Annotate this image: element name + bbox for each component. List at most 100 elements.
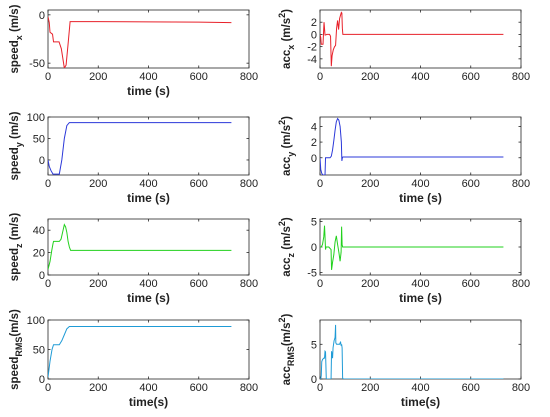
x-tick-label: 0 [317,178,323,190]
x-axis-label: time(s) [129,395,168,409]
axes-frame [47,116,250,176]
x-tick-label: 400 [411,178,429,190]
subplot-3: 0 200 400 600 800 0 50 100 time (s) speedy (m/s) [9,111,258,205]
x-tick-label: 800 [512,178,530,190]
x-tick-label: 200 [89,71,107,83]
axes-frame [319,9,522,69]
axes-frame [319,319,522,380]
x-tick-label: 600 [190,382,208,394]
y-tick-label: 2 [311,17,317,29]
x-tick-label: 800 [240,382,258,394]
x-tick-label: 600 [462,178,480,190]
x-tick-label: 600 [190,178,208,190]
y-tick-label: 5 [311,217,317,229]
x-tick-label: 800 [240,178,258,190]
y-axis-label: accx (m/s2) [277,9,296,69]
subplot-4: 0 200 400 600 800 0 2 4 time (s) accy (m/s2) [277,116,530,205]
y-tick-label: 100 [27,112,45,124]
series-line [320,324,504,379]
x-tick-label: 0 [317,278,323,290]
y-axis-label: accRMS(m/s2) [277,313,296,385]
x-tick-label: 0 [45,71,51,83]
x-tick-label: 200 [361,178,379,190]
axes-frame [47,319,250,380]
y-tick-label: 0 [39,155,45,167]
y-tick-label: 100 [27,315,45,327]
series-line [48,16,232,68]
x-tick-label: 800 [512,71,530,83]
y-axis-label: speedy (m/s) [9,111,24,180]
series-line [48,223,232,270]
x-tick-label: 200 [89,178,107,190]
x-tick-label: 800 [240,71,258,83]
y-tick-label: 2 [311,137,317,149]
x-axis-label: time (s) [399,191,442,205]
x-tick-label: 600 [190,278,208,290]
x-tick-label: 600 [190,71,208,83]
x-tick-label: 600 [462,71,480,83]
x-tick-label: 200 [89,278,107,290]
series-line [48,325,232,378]
y-tick-label: 50 [33,345,45,357]
x-tick-label: 200 [89,382,107,394]
x-tick-label: 600 [462,278,480,290]
y-tick-label: 20 [33,248,45,260]
y-tick-label: -4 [307,54,317,66]
x-tick-label: 200 [361,278,379,290]
y-tick-label: 0 [311,29,317,41]
subplot-8: 0 200 400 600 800 0 5 time(s) accRMS(m/s2) [277,313,530,409]
series-line [320,117,504,175]
y-axis-label: speedz (m/s) [9,213,24,282]
y-tick-label: 0 [39,10,45,22]
y-tick-label: 5 [311,339,317,351]
axes-frame [47,218,250,276]
x-axis-label: time(s) [401,395,440,409]
axes-frame [47,9,250,69]
y-tick-label: -5 [307,267,317,279]
x-tick-label: 400 [139,178,157,190]
y-tick-label: 40 [33,225,45,237]
y-tick-label: -2 [307,42,317,54]
y-tick-label: -50 [29,58,45,70]
x-tick-label: 400 [411,71,429,83]
x-tick-label: 200 [361,71,379,83]
y-tick-label: 4 [311,121,317,133]
x-axis-label: time (s) [127,291,170,305]
y-axis-label: accy (m/s2) [277,116,296,176]
x-tick-label: 0 [45,178,51,190]
x-tick-label: 200 [361,382,379,394]
y-tick-label: 0 [39,374,45,386]
y-tick-label: 0 [311,153,317,165]
y-tick-label: 50 [33,133,45,145]
x-tick-label: 800 [512,278,530,290]
series-line [320,225,504,270]
y-axis-label: speedx (m/s) [9,4,24,73]
y-axis-label: accz (m/s2) [277,217,296,277]
y-axis-label: speedRMS(m/s) [9,309,24,390]
x-tick-label: 400 [139,71,157,83]
x-tick-label: 400 [411,382,429,394]
x-tick-label: 400 [139,382,157,394]
x-tick-label: 0 [45,382,51,394]
x-tick-label: 0 [317,382,323,394]
x-tick-label: 600 [462,382,480,394]
x-tick-label: 0 [45,278,51,290]
x-axis-label: time (s) [399,291,442,305]
x-axis-label: time (s) [127,191,170,205]
axes-frame [319,116,522,176]
x-axis-label: time (s) [127,84,170,98]
x-tick-label: 0 [317,71,323,83]
series-line [48,122,232,175]
x-tick-label: 800 [512,382,530,394]
series-line [320,11,504,67]
y-tick-label: 0 [311,374,317,386]
y-tick-label: 0 [311,242,317,254]
x-tick-label: 400 [139,278,157,290]
subplot-7: 0 200 400 600 800 0 50 100 time(s) speedRMS(m/s) [9,309,258,409]
subplot-5: 0 200 400 600 800 0 20 40 time (s) speedz (m/s) [9,213,258,305]
x-tick-label: 400 [411,278,429,290]
